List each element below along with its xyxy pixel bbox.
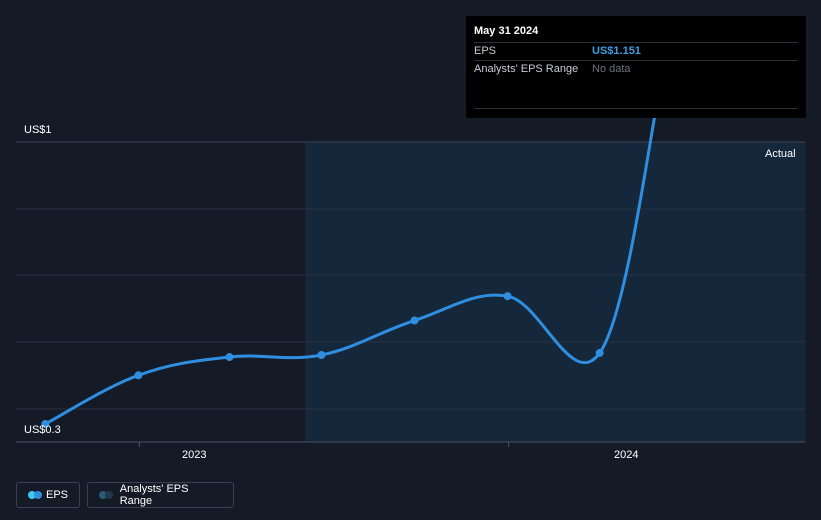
legend-eps-toggle[interactable]: EPS bbox=[16, 482, 80, 508]
y-axis-bottom-label: US$0.3 bbox=[24, 424, 61, 436]
eps-data-point[interactable] bbox=[595, 348, 604, 357]
tooltip-eps-label: EPS bbox=[474, 45, 497, 57]
tooltip-separator bbox=[474, 108, 798, 109]
actual-annotation: Actual bbox=[765, 148, 796, 160]
eps-data-point[interactable] bbox=[41, 419, 50, 428]
tooltip-panel: May 31 2024 EPS US$1.151 Analysts' EPS R… bbox=[466, 16, 806, 118]
x-tick-label-2024: 2024 bbox=[614, 449, 639, 461]
eps-data-point[interactable] bbox=[134, 371, 143, 380]
forecast-shaded-area bbox=[306, 142, 805, 442]
tooltip-eps-row: EPS US$1.151 bbox=[474, 42, 798, 60]
eps-legend-icon bbox=[28, 491, 42, 499]
x-tick-label-2023: 2023 bbox=[182, 449, 207, 461]
y-axis-top-label: US$1 bbox=[24, 124, 52, 136]
x-ticks bbox=[138, 442, 510, 447]
gridlines bbox=[16, 141, 805, 410]
eps-data-point[interactable] bbox=[317, 351, 326, 359]
legend-range-toggle[interactable]: Analysts' EPS Range bbox=[87, 482, 234, 508]
range-legend-icon bbox=[99, 491, 113, 499]
eps-data-point[interactable] bbox=[225, 353, 234, 362]
eps-data-point[interactable] bbox=[410, 316, 419, 325]
tooltip-eps-value: US$1.151 bbox=[592, 45, 641, 57]
tooltip-range-value: No data bbox=[592, 63, 631, 75]
legend-eps-label: EPS bbox=[45, 489, 68, 501]
eps-data-point[interactable] bbox=[503, 292, 512, 301]
tooltip-range-row: Analysts' EPS Range No data bbox=[474, 60, 798, 78]
tooltip-date: May 31 2024 bbox=[474, 25, 539, 37]
legend-range-label: Analysts' EPS Range bbox=[119, 483, 189, 507]
tooltip-range-label: Analysts' EPS Range bbox=[474, 63, 579, 75]
